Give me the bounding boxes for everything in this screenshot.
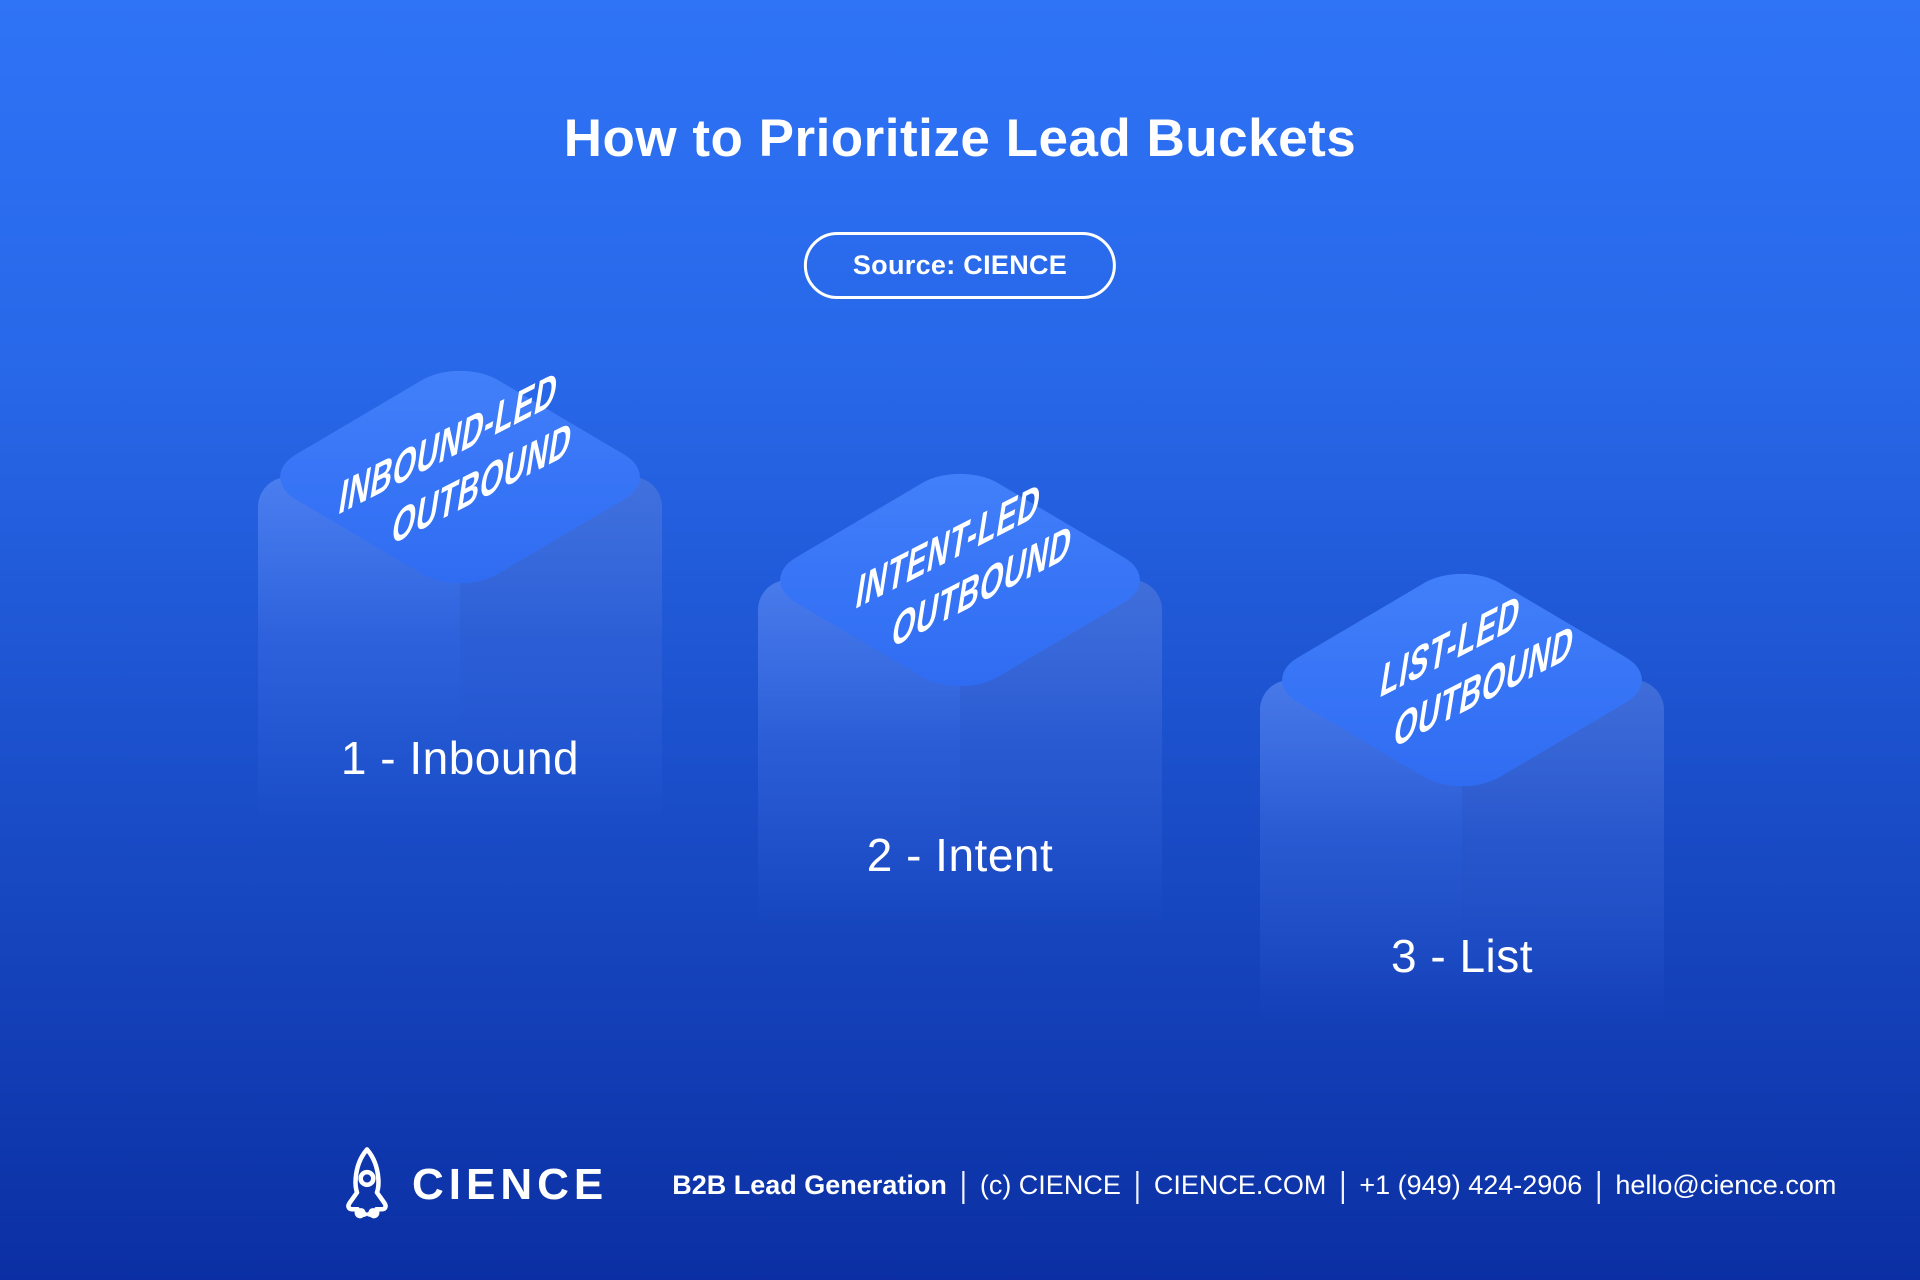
pillar-intent-caption: 2 - Intent [866, 829, 1054, 881]
footer: CIENCE B2B Lead Generation | (c) CIENCE | CI… [338, 1140, 1836, 1230]
footer-info: B2B Lead Generation | (c) CIENCE | CIENCE.CO… [672, 1165, 1837, 1204]
page-title: How to Prioritize Lead Buckets [563, 109, 1357, 168]
source-badge[interactable]: Source: CIENCE [803, 232, 1117, 299]
rocket-icon [338, 1145, 396, 1226]
footer-info-segment: (c) CIENCE [979, 1169, 1121, 1200]
brand-wordmark: CIENCE [412, 1160, 609, 1209]
footer-info-segment: +1 (949) 424-2906 [1359, 1169, 1583, 1200]
source-badge-label: Source: CIENCE [852, 250, 1068, 280]
footer-separator: | [959, 1164, 967, 1204]
footer-separator: | [1339, 1164, 1347, 1204]
pillar-inbound-caption: 1 - Inbound [340, 732, 580, 784]
footer-separator: | [1133, 1164, 1141, 1204]
cience-logo: CIENCE [338, 1145, 608, 1226]
footer-separator: | [1595, 1164, 1603, 1204]
footer-info-segment: hello@cience.com [1615, 1169, 1837, 1200]
footer-info-segment: CIENCE.COM [1153, 1169, 1327, 1200]
pillar-list-caption: 3 - List [1390, 930, 1534, 982]
footer-info-segment: B2B Lead Generation [672, 1169, 947, 1200]
